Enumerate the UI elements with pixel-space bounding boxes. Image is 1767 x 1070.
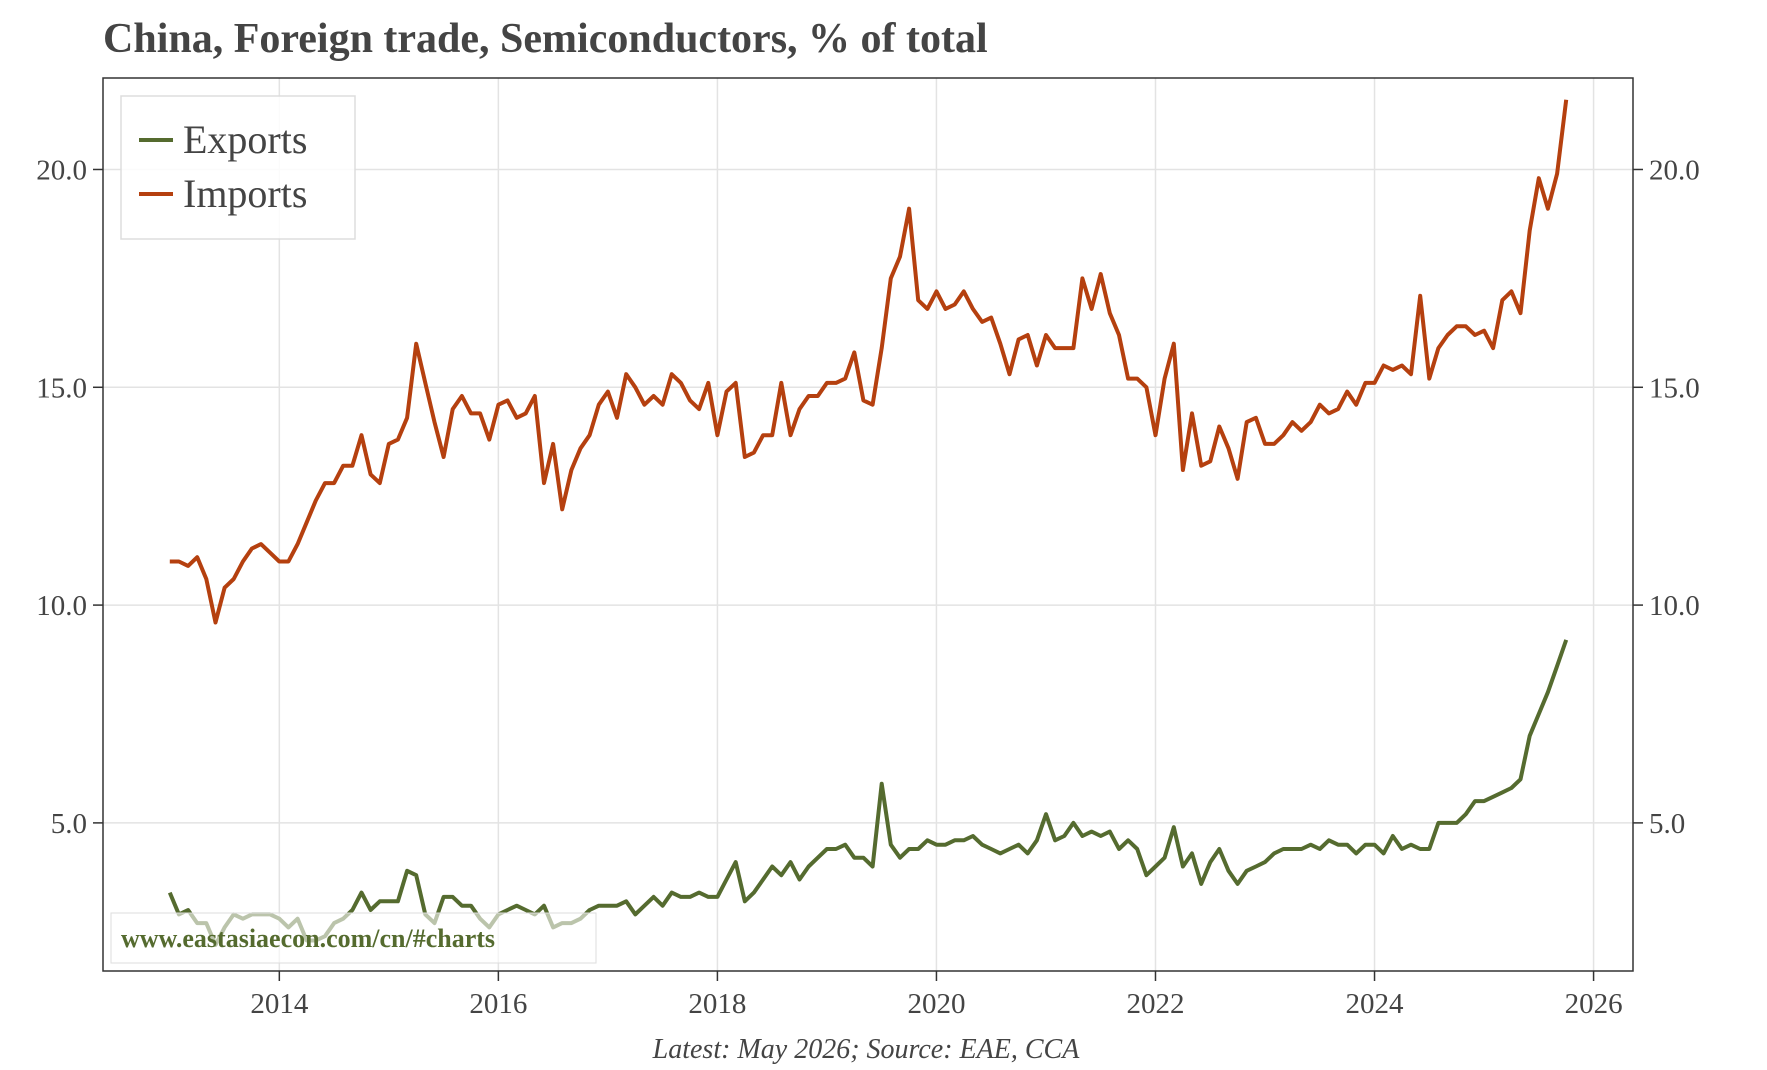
legend-box [120, 95, 356, 240]
series-line [169, 99, 1569, 625]
x-tick-label: 2024 [1346, 988, 1405, 1020]
x-tick-label: 2018 [688, 988, 746, 1020]
legend-label: Imports [183, 171, 307, 216]
chart-title: China, Foreign trade, Semiconductors, % … [103, 16, 988, 62]
series-line [167, 639, 1569, 947]
y-tick-label: 10.0 [36, 590, 87, 622]
legend-label: Exports [183, 117, 307, 162]
watermark-box [110, 912, 597, 964]
x-tick-label: 2022 [1126, 988, 1184, 1020]
y2-tick-label: 15.0 [1649, 372, 1700, 404]
y-tick-label: 15.0 [36, 372, 87, 404]
y2-tick-label: 20.0 [1649, 154, 1700, 186]
x-tick-label: 2016 [469, 988, 527, 1020]
footnote: Latest: May 2026; Source: EAE, CCA [652, 1034, 1081, 1065]
y-tick-label: 5.0 [51, 808, 87, 840]
plot-frame [102, 77, 1634, 972]
y-tick-label: 20.0 [36, 154, 87, 186]
y2-tick-label: 5.0 [1649, 808, 1685, 840]
watermark: www.eastasiaecon.com/cn/#charts [121, 924, 495, 953]
x-tick-label: 2014 [250, 988, 309, 1020]
x-tick-label: 2026 [1565, 988, 1623, 1020]
y2-tick-label: 10.0 [1649, 590, 1700, 622]
x-tick-label: 2020 [907, 988, 965, 1020]
